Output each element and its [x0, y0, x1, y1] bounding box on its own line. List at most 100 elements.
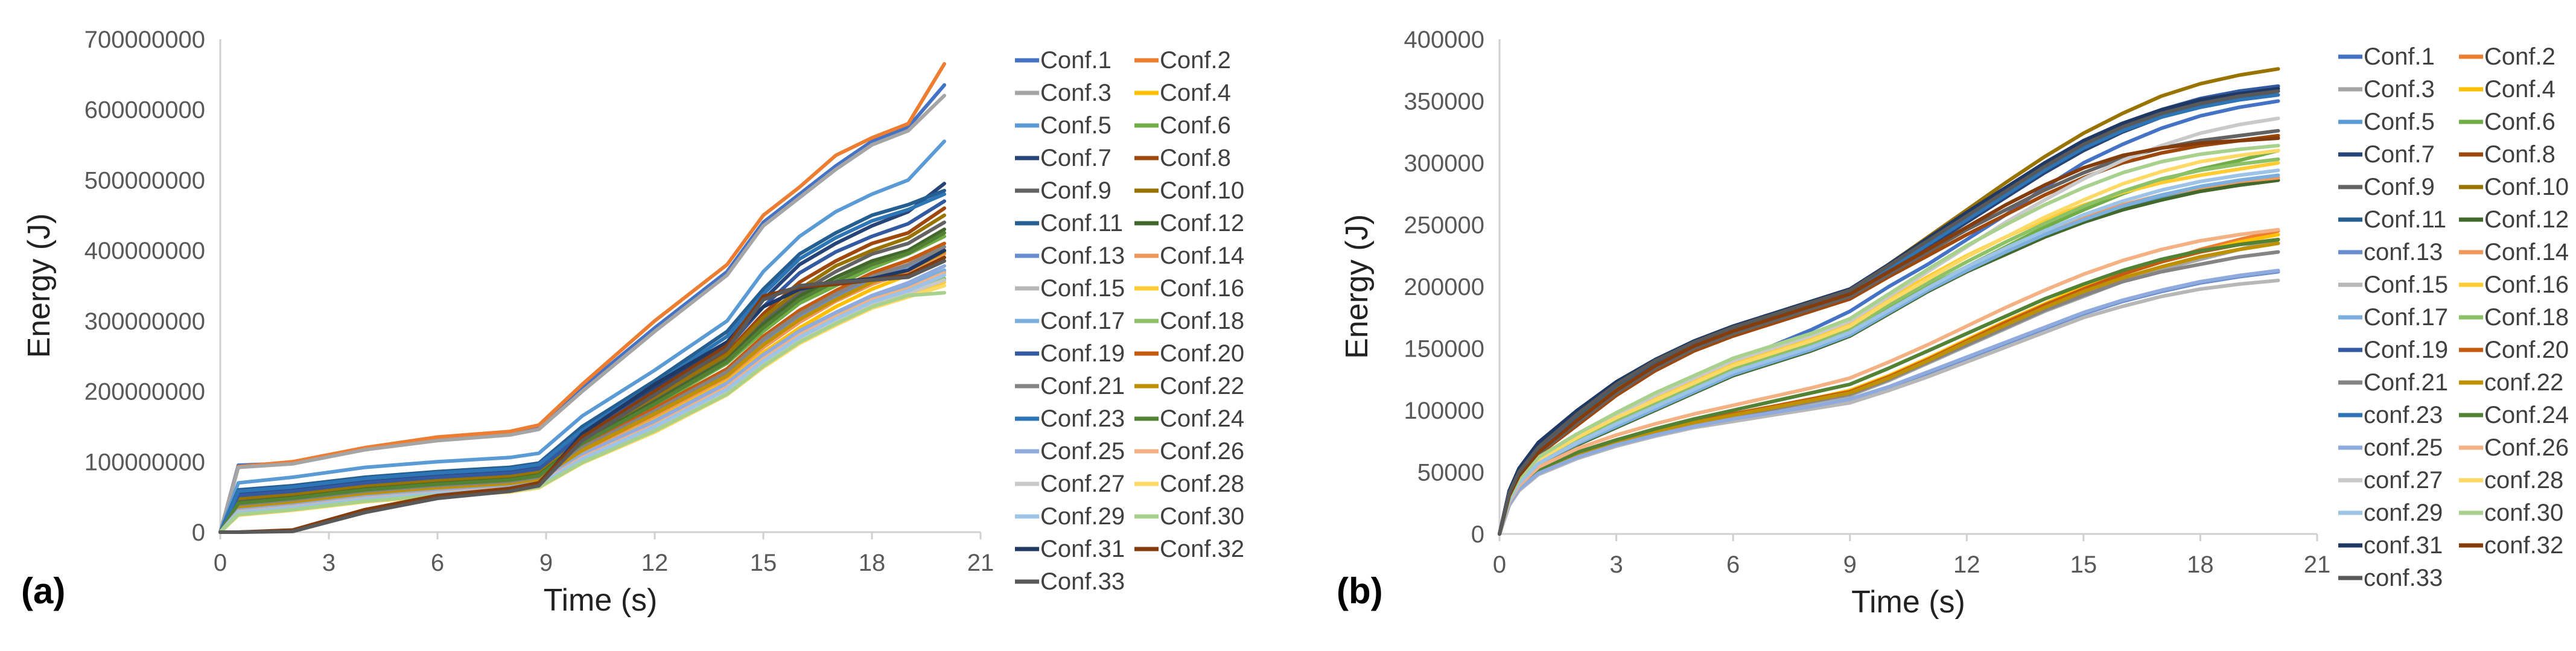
- x-tick-label-a: 21: [967, 550, 994, 576]
- x-tick-label-a: 9: [539, 550, 553, 576]
- x-tick-label-b: 15: [2070, 551, 2097, 578]
- legend-label-b-31: conf.31: [2364, 532, 2443, 559]
- x-tick-label-a: 6: [431, 550, 444, 576]
- series-line-b-18: [1498, 157, 2280, 536]
- series-line-b-17: [1498, 173, 2280, 536]
- legend-label-b-19: Conf.19: [2364, 337, 2448, 363]
- x-tick-label-b: 21: [2304, 551, 2331, 578]
- legend-label-b-29: conf.29: [2364, 500, 2443, 526]
- legend-label-b-8: Conf.8: [2484, 141, 2555, 168]
- legend-label-a-11: Conf.11: [1040, 210, 1123, 237]
- legend-label-b-26: Conf.26: [2484, 434, 2569, 461]
- y-tick-label-b: 100000: [1404, 398, 1484, 424]
- panel-label-b: (b): [1337, 571, 1383, 611]
- series-line-a-33: [218, 259, 946, 534]
- legend-label-b-25: conf.25: [2364, 434, 2443, 461]
- panel-label-a: (a): [21, 571, 65, 611]
- series-line-b-16: [1498, 161, 2280, 536]
- legend-label-b-30: conf.30: [2484, 500, 2563, 526]
- series-line-b-14: [1498, 176, 2280, 536]
- legend-label-b-7: Conf.7: [2364, 141, 2435, 168]
- x-axis-title-a: Time (s): [544, 583, 658, 618]
- legend-label-a-24: Conf.24: [1160, 405, 1244, 432]
- y-tick-label-b: 300000: [1404, 150, 1484, 177]
- series-line-a-24: [218, 231, 946, 534]
- y-tick-label-a: 700000000: [84, 27, 205, 53]
- y-tick-label-b: 0: [1471, 521, 1484, 548]
- legend-label-a-16: Conf.16: [1160, 275, 1244, 302]
- legend-label-a-14: Conf.14: [1160, 243, 1244, 269]
- series-line-a-30: [218, 291, 946, 534]
- y-tick-label-b: 350000: [1404, 89, 1484, 115]
- legend-label-b-12: Conf.12: [2484, 206, 2569, 233]
- series-line-b-26: [1498, 227, 2280, 536]
- y-tick-label-b: 150000: [1404, 336, 1484, 363]
- legend-label-b-32: conf.32: [2484, 532, 2563, 559]
- y-tick-label-a: 500000000: [84, 167, 205, 194]
- legend-label-a-1: Conf.1: [1040, 47, 1111, 74]
- x-tick-label-b: 9: [1843, 551, 1857, 578]
- legend-label-b-10: Conf.10: [2484, 174, 2569, 200]
- legend-label-a-2: Conf.2: [1160, 47, 1231, 74]
- legend-label-a-12: Conf.12: [1160, 210, 1244, 237]
- series-line-b-30: [1498, 144, 2280, 536]
- legend-label-a-6: Conf.6: [1160, 112, 1231, 139]
- legend-label-a-31: Conf.31: [1040, 536, 1125, 562]
- series-line-b-33: [1498, 89, 2280, 536]
- series-line-a-5: [218, 139, 946, 534]
- x-tick-label-b: 6: [1726, 551, 1740, 578]
- x-tick-label-a: 12: [641, 550, 669, 576]
- legend-label-a-32: Conf.32: [1160, 536, 1244, 562]
- legend-label-b-16: Conf.16: [2484, 272, 2569, 298]
- legend-label-a-20: Conf.20: [1160, 340, 1244, 367]
- legend-label-b-18: Conf.18: [2484, 304, 2569, 331]
- legend-label-b-11: Conf.11: [2364, 206, 2446, 233]
- y-tick-label-a: 400000000: [84, 238, 205, 264]
- y-tick-label-a: 100000000: [84, 449, 205, 475]
- series-line-a-2: [218, 62, 946, 534]
- series-line-b-28: [1498, 148, 2280, 536]
- legend-label-b-13: conf.13: [2364, 239, 2443, 265]
- legend-label-a-9: Conf.9: [1040, 177, 1111, 204]
- legend-label-a-5: Conf.5: [1040, 112, 1111, 139]
- legend-label-b-14: Conf.14: [2484, 239, 2569, 265]
- legend-label-a-13: Conf.13: [1040, 243, 1125, 269]
- y-tick-label-a: 0: [192, 519, 205, 546]
- x-tick-label-a: 0: [214, 550, 227, 576]
- legend-label-b-15: Conf.15: [2364, 272, 2448, 298]
- legend-label-a-33: Conf.33: [1040, 568, 1125, 595]
- legend-label-a-15: Conf.15: [1040, 275, 1125, 302]
- x-tick-label-a: 3: [322, 550, 336, 576]
- legend-label-b-24: Conf.24: [2484, 402, 2569, 428]
- x-axis-title-b: Time (s): [1851, 585, 1965, 620]
- legend-label-b-33: conf.33: [2364, 565, 2443, 591]
- legend-label-a-17: Conf.17: [1040, 308, 1125, 334]
- y-axis-title-a: Energy (J): [22, 214, 57, 358]
- legend-label-a-23: Conf.23: [1040, 405, 1125, 432]
- series-line-b-15: [1498, 278, 2280, 536]
- series-line-b-6: [1498, 148, 2280, 536]
- legend-label-a-19: Conf.19: [1040, 340, 1125, 367]
- x-tick-label-b: 18: [2187, 551, 2214, 578]
- x-tick-label-a: 15: [750, 550, 777, 576]
- legend-label-b-28: conf.28: [2484, 467, 2563, 494]
- legend-label-a-21: Conf.21: [1040, 373, 1125, 399]
- series-line-a-22: [218, 250, 946, 534]
- legend-label-a-8: Conf.8: [1160, 145, 1231, 171]
- legend-label-a-27: Conf.27: [1040, 471, 1125, 497]
- legend-label-a-26: Conf.26: [1160, 438, 1244, 465]
- y-tick-label-a: 200000000: [84, 379, 205, 405]
- legend-label-b-1: Conf.1: [2364, 43, 2435, 70]
- legend-label-b-17: Conf.17: [2364, 304, 2448, 331]
- legend-label-b-2: Conf.2: [2484, 43, 2555, 70]
- series-line-a-29: [218, 273, 946, 534]
- x-tick-label-a: 18: [859, 550, 886, 576]
- y-tick-label-b: 200000: [1404, 274, 1484, 300]
- series-line-b-1: [1498, 99, 2280, 536]
- y-tick-label-b: 250000: [1404, 212, 1484, 239]
- legend-label-b-5: Conf.5: [2364, 109, 2435, 135]
- legend-label-b-4: Conf.4: [2484, 76, 2555, 103]
- y-tick-label-a: 300000000: [84, 308, 205, 335]
- series-line-b-5: [1498, 176, 2280, 536]
